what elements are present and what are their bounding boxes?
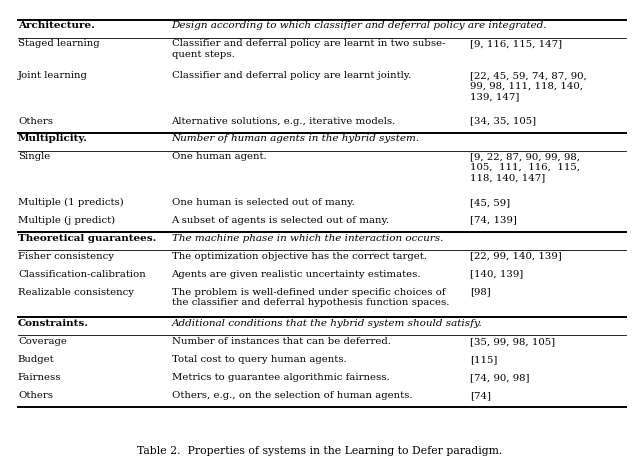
Text: One human agent.: One human agent. [172,152,266,161]
Text: Fisher consistency: Fisher consistency [18,252,114,260]
Text: Agents are given realistic uncertainty estimates.: Agents are given realistic uncertainty e… [172,269,421,279]
Text: Multiple (j predict): Multiple (j predict) [18,216,115,225]
Text: [34, 35, 105]: [34, 35, 105] [470,116,536,125]
Text: Coverage: Coverage [18,337,67,346]
Text: [9, 22, 87, 90, 99, 98,
105,  111,  116,  115,
118, 140, 147]: [9, 22, 87, 90, 99, 98, 105, 111, 116, 1… [470,152,580,182]
Text: Number of instances that can be deferred.: Number of instances that can be deferred… [172,337,390,346]
Text: Classifier and deferral policy are learnt in two subse-
quent steps.: Classifier and deferral policy are learn… [172,40,445,59]
Text: The machine phase in which the interaction occurs.: The machine phase in which the interacti… [172,234,443,243]
Text: [22, 45, 59, 74, 87, 90,
99, 98, 111, 118, 140,
139, 147]: [22, 45, 59, 74, 87, 90, 99, 98, 111, 11… [470,71,587,101]
Text: Multiplicity.: Multiplicity. [18,135,88,144]
Text: [74, 90, 98]: [74, 90, 98] [470,373,530,382]
Text: Alternative solutions, e.g., iterative models.: Alternative solutions, e.g., iterative m… [172,116,396,125]
Text: Others: Others [18,116,53,125]
Text: [98]: [98] [470,288,491,296]
Text: Additional conditions that the hybrid system should satisfy.: Additional conditions that the hybrid sy… [172,319,483,328]
Text: Single: Single [18,152,50,161]
Text: Number of human agents in the hybrid system.: Number of human agents in the hybrid sys… [172,135,420,144]
Text: Metrics to guarantee algorithmic fairness.: Metrics to guarantee algorithmic fairnes… [172,373,389,382]
Text: [22, 99, 140, 139]: [22, 99, 140, 139] [470,252,562,260]
Text: Budget: Budget [18,355,54,364]
Text: Staged learning: Staged learning [18,40,100,48]
Text: The optimization objective has the correct target.: The optimization objective has the corre… [172,252,426,260]
Text: Architecture.: Architecture. [18,21,95,30]
Text: [35, 99, 98, 105]: [35, 99, 98, 105] [470,337,556,346]
Text: Multiple (1 predicts): Multiple (1 predicts) [18,198,124,207]
Text: [74, 139]: [74, 139] [470,216,517,225]
Text: Fairness: Fairness [18,373,61,382]
Text: A subset of agents is selected out of many.: A subset of agents is selected out of ma… [172,216,390,225]
Text: [45, 59]: [45, 59] [470,198,511,207]
Text: Theoretical guarantees.: Theoretical guarantees. [18,234,156,243]
Text: [115]: [115] [470,355,498,364]
Text: [140, 139]: [140, 139] [470,269,524,279]
Text: Realizable consistency: Realizable consistency [18,288,134,296]
Text: Classifier and deferral policy are learnt jointly.: Classifier and deferral policy are learn… [172,71,411,80]
Text: Others: Others [18,391,53,400]
Text: Total cost to query human agents.: Total cost to query human agents. [172,355,346,364]
Text: Table 2.  Properties of systems in the Learning to Defer paradigm.: Table 2. Properties of systems in the Le… [138,446,502,456]
Text: The problem is well-defined under specific choices of
the classifier and deferra: The problem is well-defined under specif… [172,288,449,307]
Text: Design according to which classifier and deferral policy are integrated.: Design according to which classifier and… [172,21,547,30]
Text: Constraints.: Constraints. [18,319,89,328]
Text: [9, 116, 115, 147]: [9, 116, 115, 147] [470,40,563,48]
Text: Others, e.g., on the selection of human agents.: Others, e.g., on the selection of human … [172,391,412,400]
Text: [74]: [74] [470,391,492,400]
Text: Classification-calibration: Classification-calibration [18,269,146,279]
Text: One human is selected out of many.: One human is selected out of many. [172,198,355,207]
Text: Joint learning: Joint learning [18,71,88,80]
